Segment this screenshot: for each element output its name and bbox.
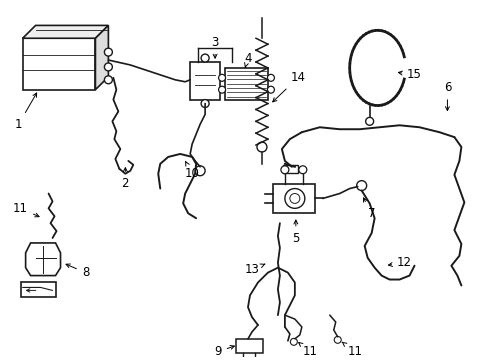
Circle shape <box>218 86 225 93</box>
Polygon shape <box>25 243 61 275</box>
Text: 14: 14 <box>272 71 305 102</box>
Circle shape <box>289 194 299 203</box>
Circle shape <box>290 338 297 345</box>
Text: 11: 11 <box>13 202 39 217</box>
Circle shape <box>201 54 209 62</box>
Bar <box>283 165 297 173</box>
Polygon shape <box>95 26 108 90</box>
Circle shape <box>104 48 112 56</box>
Text: 5: 5 <box>291 220 299 244</box>
Polygon shape <box>272 184 314 213</box>
Text: 7: 7 <box>363 198 375 220</box>
Text: 11: 11 <box>342 342 362 358</box>
Text: 15: 15 <box>398 68 421 81</box>
Text: 13: 13 <box>244 263 264 276</box>
Text: 6: 6 <box>443 81 450 111</box>
Circle shape <box>356 181 366 190</box>
Circle shape <box>240 359 245 360</box>
Circle shape <box>104 63 112 71</box>
Circle shape <box>298 166 306 174</box>
Text: 11: 11 <box>298 342 317 358</box>
Circle shape <box>285 189 304 208</box>
Text: 12: 12 <box>387 256 411 269</box>
Text: 3: 3 <box>211 36 218 58</box>
Circle shape <box>104 76 112 84</box>
Circle shape <box>365 117 373 125</box>
Circle shape <box>267 75 274 81</box>
Circle shape <box>267 86 274 93</box>
Text: 2: 2 <box>122 168 129 190</box>
Polygon shape <box>20 283 56 297</box>
Circle shape <box>334 336 341 343</box>
Text: 1: 1 <box>15 93 37 131</box>
Circle shape <box>280 166 288 174</box>
Polygon shape <box>236 339 263 353</box>
Polygon shape <box>22 38 95 90</box>
Text: 4: 4 <box>244 51 251 67</box>
Polygon shape <box>22 26 108 38</box>
Text: 8: 8 <box>66 264 89 279</box>
Polygon shape <box>224 68 267 100</box>
Circle shape <box>256 142 266 152</box>
Circle shape <box>218 75 225 81</box>
Text: 9: 9 <box>214 345 234 358</box>
Circle shape <box>201 100 209 108</box>
Text: 10: 10 <box>184 162 199 180</box>
Polygon shape <box>190 62 220 100</box>
Circle shape <box>251 359 258 360</box>
Circle shape <box>195 166 204 176</box>
